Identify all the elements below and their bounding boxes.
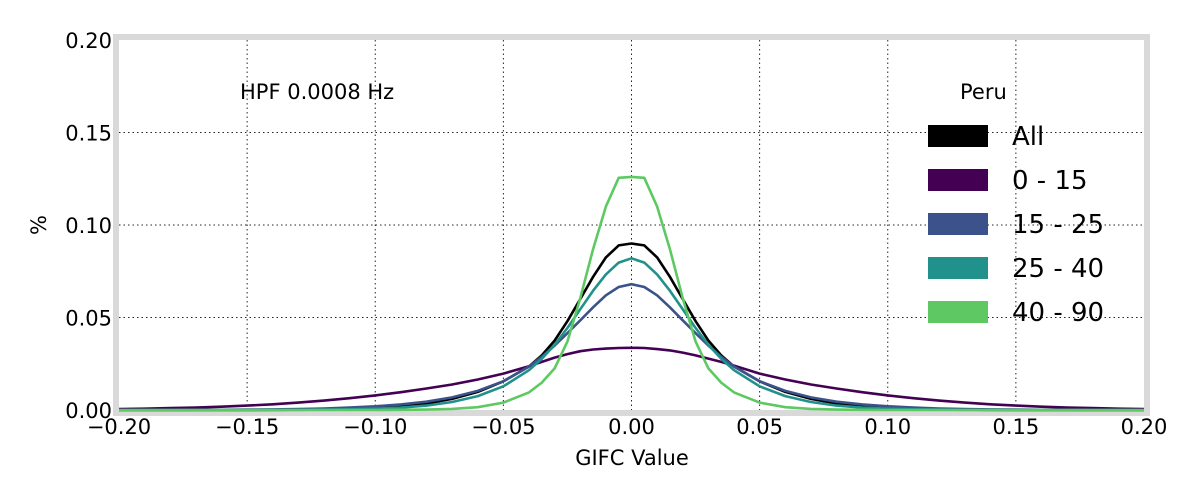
grid bbox=[119, 40, 1144, 410]
x-tick-label: 0.00 bbox=[608, 415, 655, 439]
chart-annotation: HPF 0.0008 Hz bbox=[240, 80, 394, 104]
x-tick-label: 0.05 bbox=[736, 415, 783, 439]
legend-label: 0 - 15 bbox=[1012, 166, 1088, 196]
series-lines bbox=[118, 175, 1145, 412]
legend-label: 15 - 25 bbox=[1012, 210, 1104, 240]
y-tick-labels: 0.00 0.05 0.10 0.15 0.20 bbox=[65, 29, 112, 423]
y-tick-label: 0.15 bbox=[65, 122, 112, 146]
x-axis-label: GIFC Value bbox=[575, 446, 689, 470]
y-tick-label: 0.05 bbox=[65, 307, 112, 331]
legend-title: Peru bbox=[960, 80, 1007, 104]
x-tick-label: 0.15 bbox=[992, 415, 1039, 439]
x-tick-label: −0.15 bbox=[215, 415, 279, 439]
plot-area-border bbox=[113, 34, 1150, 416]
x-tick-label: 0.20 bbox=[1121, 415, 1168, 439]
y-tick-label: 0.20 bbox=[65, 29, 112, 53]
legend-label: All bbox=[1012, 122, 1044, 152]
y-axis-label: % bbox=[27, 215, 51, 235]
legend-swatch bbox=[928, 257, 988, 279]
y-tick-label: 0.10 bbox=[65, 214, 112, 238]
legend-swatch bbox=[928, 125, 988, 147]
y-tick-label: 0.00 bbox=[65, 399, 112, 423]
series-line bbox=[118, 346, 1145, 411]
legend-swatch bbox=[928, 213, 988, 235]
legend-swatch bbox=[928, 301, 988, 323]
x-tick-labels: −0.20 −0.15 −0.10 −0.05 0.00 0.05 0.10 0.15 0.20 bbox=[87, 415, 1168, 439]
x-tick-label: −0.05 bbox=[471, 415, 535, 439]
legend-label: 40 - 90 bbox=[1012, 298, 1104, 328]
series-line bbox=[119, 175, 1144, 412]
legend-swatch bbox=[928, 169, 988, 191]
x-tick-label: 0.10 bbox=[864, 415, 911, 439]
legend: Peru All 0 - 15 15 - 25 25 - 40 40 - 90 bbox=[928, 80, 1104, 328]
x-tick-label: −0.10 bbox=[343, 415, 407, 439]
x-tick-label: −0.20 bbox=[87, 415, 151, 439]
legend-label: 25 - 40 bbox=[1012, 254, 1104, 284]
